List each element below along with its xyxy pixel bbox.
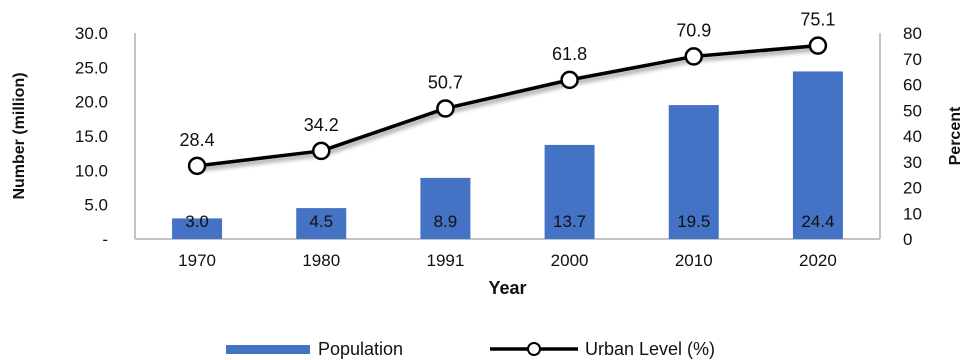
left-tick-label: 20.0 — [75, 93, 108, 112]
right-tick-label: 80 — [903, 24, 922, 43]
right-tick-label: 70 — [903, 50, 922, 69]
population-bar — [420, 177, 471, 239]
population-bar — [668, 105, 719, 239]
legend-urban-marker — [527, 342, 541, 356]
x-axis-title: Year — [488, 278, 526, 298]
bars — [172, 71, 843, 239]
legend: Population Urban Level (%) — [226, 339, 715, 359]
axes: - 5.0 10.0 15.0 20.0 25.0 30.0 0 10 20 30 40 50 60 70 8… — [11, 24, 964, 298]
x-tick-label: 1970 — [178, 251, 216, 270]
urban-level-label: 70.9 — [676, 20, 711, 40]
right-axis-title: Percent — [947, 106, 964, 165]
right-tick-label: 50 — [903, 101, 922, 120]
x-tick-label: 2010 — [675, 251, 713, 270]
line-labels: 28.4 34.2 50.7 61.8 70.9 75.1 — [180, 10, 836, 150]
x-tick-label: 2000 — [551, 251, 589, 270]
left-tick-label: 10.0 — [75, 161, 108, 180]
x-tick-label: 1980 — [302, 251, 340, 270]
bar-labels: 3.0 4.5 8.9 13.7 19.5 24.4 — [185, 212, 834, 231]
urban-level-marker — [187, 156, 207, 176]
population-bar — [296, 208, 347, 239]
urban-level-label: 61.8 — [552, 44, 587, 64]
left-tick-label: - — [102, 230, 108, 249]
x-tick-label: 2020 — [799, 251, 837, 270]
population-bar — [544, 144, 595, 239]
right-tick-label: 30 — [903, 153, 922, 172]
right-tick-label: 0 — [903, 230, 912, 249]
left-tick-label: 30.0 — [75, 24, 108, 43]
population-bar-label: 3.0 — [185, 212, 209, 231]
x-tick-label: 1991 — [427, 251, 465, 270]
population-bar — [792, 71, 843, 239]
left-tick-label: 5.0 — [84, 196, 108, 215]
urban-level-line — [196, 43, 819, 168]
urban-level-label: 34.2 — [304, 115, 339, 135]
right-tick-label: 40 — [903, 127, 922, 146]
legend-population-swatch — [226, 345, 310, 354]
population-bar-label: 8.9 — [434, 212, 458, 231]
left-axis-title: Number (million) — [11, 72, 28, 199]
legend-population-label: Population — [318, 339, 403, 359]
urban-line — [187, 36, 828, 176]
urban-level-label: 50.7 — [428, 72, 463, 92]
urban-level-label: 75.1 — [800, 10, 835, 30]
left-tick-label: 15.0 — [75, 127, 108, 146]
population-bar-label: 4.5 — [309, 212, 333, 231]
population-bar-label: 24.4 — [801, 212, 834, 231]
urban-level-label: 28.4 — [180, 130, 215, 150]
urban-level-marker — [436, 99, 455, 118]
right-tick-label: 60 — [903, 76, 922, 95]
right-tick-label: 10 — [903, 204, 922, 223]
urban-level-marker — [684, 47, 703, 66]
population-bar — [172, 218, 223, 239]
urban-level-marker — [312, 141, 331, 161]
population-bar-label: 19.5 — [677, 212, 710, 231]
left-tick-label: 25.0 — [75, 58, 108, 77]
urban-level-marker — [808, 36, 828, 55]
urban-level-marker — [560, 70, 579, 90]
legend-urban-label: Urban Level (%) — [585, 339, 715, 359]
right-tick-label: 20 — [903, 179, 922, 198]
population-bar-label: 13.7 — [553, 212, 586, 231]
